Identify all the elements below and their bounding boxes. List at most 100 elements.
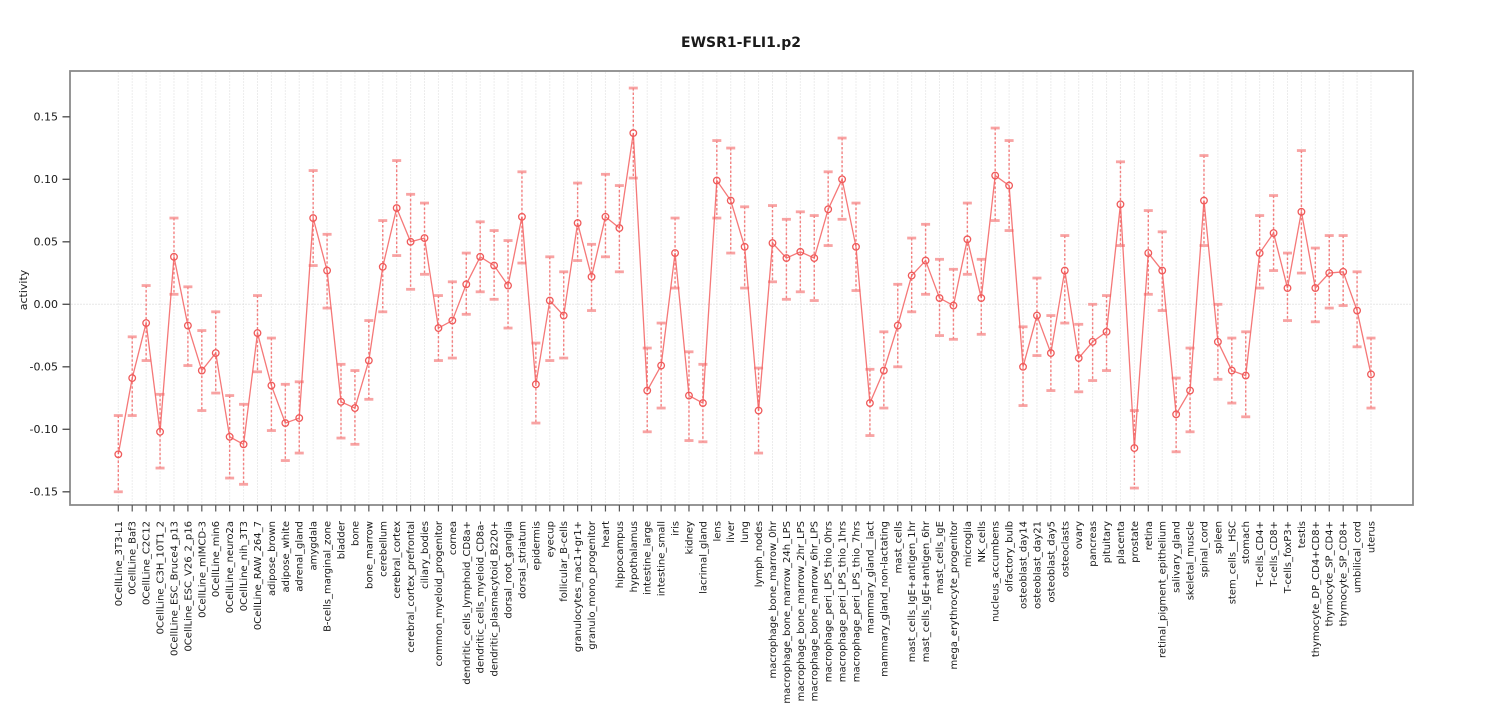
x-axis-tick-label: retinal_pigment_epithelium [1158, 521, 1169, 658]
data-point [1074, 354, 1083, 362]
x-axis-tick-label: mammary_gland__lact [865, 521, 876, 634]
data-point [350, 404, 359, 412]
data-point [671, 249, 680, 257]
x-axis-tick-label: dendritic_cells_myeloid_CD8a- [476, 521, 487, 674]
data-point [142, 319, 151, 327]
data-point [225, 432, 234, 441]
data-point [545, 296, 554, 305]
data-point [893, 321, 902, 330]
x-axis-tick-label: dendritic_cells_lymphoid_CD8a+ [462, 521, 473, 685]
x-axis-tick-label: T-cells_CD8+ [1269, 521, 1280, 588]
x-axis-tick-label: nucleus_accumbens [991, 521, 1002, 622]
x-axis-tick-label: mast_cells_IgE [935, 521, 946, 594]
x-axis-tick-label: epidermis [531, 521, 542, 570]
x-axis-tick-label: microglia [963, 521, 974, 567]
data-point [504, 281, 512, 290]
data-point [309, 214, 318, 222]
x-axis-tick-label: cerebellum [378, 521, 389, 577]
data-point [685, 391, 693, 400]
x-axis-tick-label: mast_cells_IgE+antigen_6hr [921, 520, 932, 662]
x-axis-tick-label: 0CellLine_neuro2a [225, 521, 236, 613]
plot-border [69, 70, 1414, 506]
data-point [1019, 362, 1027, 371]
x-axis-tick-label: placenta [1116, 521, 1127, 564]
data-point [1172, 410, 1181, 419]
data-point [378, 262, 387, 271]
x-axis-tick-label: iris [671, 521, 682, 536]
data-point [1144, 249, 1153, 257]
x-axis-tick-label: adrenal_gland [295, 521, 306, 592]
x-axis-tick-label: macrophage_peri_LPS_thio_7hrs [852, 521, 863, 682]
data-point [128, 374, 137, 382]
x-axis-tick-label: olfactory_bulb [1005, 521, 1016, 592]
data-point [1353, 306, 1362, 315]
x-axis-tick-label: mammary_gland_non-lactating [879, 521, 890, 677]
data-point [1297, 207, 1306, 216]
x-axis-tick-label: osteoblast_day21 [1032, 521, 1043, 609]
x-axis-tick-label: stomach [1241, 521, 1252, 564]
data-point [462, 280, 471, 289]
x-axis-tick-label: 0CellLine_ESC_Bruce4_p13 [169, 521, 180, 656]
x-axis-tick-label: ovary [1074, 521, 1085, 549]
x-axis-tick-label: adipose_brown [267, 521, 278, 596]
data-point [1005, 181, 1014, 190]
data-point [865, 399, 874, 407]
x-axis-tick-label: lymph_nodes [754, 521, 765, 587]
data-line [117, 132, 1372, 455]
data-point [726, 196, 735, 205]
data-point [1158, 266, 1167, 275]
x-axis-tick-label: salivary_gland [1172, 521, 1183, 593]
data-point [197, 366, 206, 375]
data-point [559, 311, 568, 320]
data-point [852, 242, 860, 251]
error-bars [113, 86, 1376, 494]
data-point [879, 366, 888, 375]
x-axis-tick-label: follicular_B-cells [559, 521, 570, 602]
x-axis-tick-label: granulocytes_mac1+gr1+ [573, 521, 584, 652]
x-axis-tick-label: bone_marrow [364, 521, 375, 589]
data-point [1102, 327, 1111, 336]
data-point [921, 256, 930, 265]
data-points [114, 129, 1375, 459]
data-point [1088, 337, 1097, 346]
data-point [183, 321, 192, 330]
data-point [768, 239, 777, 247]
x-axis-tick-label: pituitary [1102, 521, 1113, 563]
x-axis-tick-label: dendritic_plasmacytoid_B220+ [490, 521, 501, 677]
x-axis-tick-label: T-cells_CD4+ [1255, 521, 1266, 588]
data-point [1046, 349, 1055, 357]
data-point [253, 329, 262, 337]
activity-series-line [117, 132, 1372, 455]
data-point [601, 212, 610, 221]
x-axis-tick-label: macrophage_peri_LPS_thio_1hrs [838, 521, 849, 682]
data-point [420, 234, 429, 242]
data-point [991, 171, 1000, 180]
data-point [754, 406, 763, 415]
data-point [615, 224, 624, 232]
data-point [698, 399, 707, 407]
x-axis-tick-label: 0CellLine_C2C12 [142, 521, 153, 605]
data-point [1186, 386, 1195, 395]
x-axis-tick-label: 0CellLine_ESC_V26_2_p16 [183, 521, 194, 652]
x-axis-tick-label: 0CellLine_min6 [211, 521, 222, 597]
data-point [364, 356, 373, 365]
x-axis-tick-label: prostate [1130, 521, 1141, 563]
x-axis-tick-label: 0CellLine_mIMCD-3 [197, 521, 208, 618]
x-axis-tick-label: lung [740, 521, 751, 543]
data-point [281, 419, 290, 427]
data-point [573, 219, 582, 227]
x-axis-tick-label: cerebral_cortex_prefrontal [406, 521, 417, 653]
x-axis-tick-label: skeletal_muscle [1186, 521, 1197, 600]
x-axis-tick-label: cornea [448, 521, 459, 555]
x-axis-tick-label: macrophage_bone_marrow_0hr [768, 520, 779, 678]
x-axis-tick-label: hippocampus [615, 521, 626, 588]
data-point [1200, 196, 1208, 205]
data-point [949, 301, 958, 310]
x-axis-tick-label: intestine_large [643, 521, 654, 595]
x-axis-tick-label: liver [726, 520, 737, 543]
x-axis-tick-label: thymocyte_SP_CD4+ [1325, 521, 1336, 626]
y-axis: 0.15 0.10 0.05 0.00 -0.05 -0.10 -0.15 [30, 111, 70, 499]
x-axis-tick-label: ciliary_bodies [420, 521, 431, 589]
y-axis-tick-label: -0.15 [30, 486, 58, 499]
